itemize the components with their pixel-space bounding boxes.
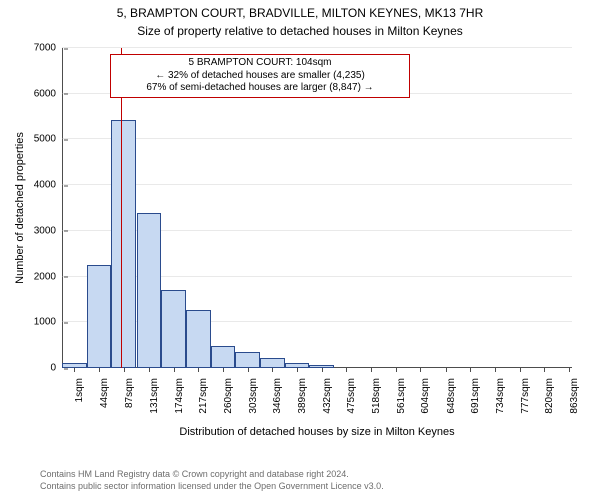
y-tick-label: 3000 xyxy=(34,225,62,236)
y-tick-label: 6000 xyxy=(34,88,62,99)
x-tick-label: 87sqm xyxy=(124,372,135,408)
x-tick-mark xyxy=(248,368,249,372)
x-tick-mark xyxy=(495,368,496,372)
x-tick-label: 777sqm xyxy=(520,372,531,414)
grid-line xyxy=(62,138,572,139)
annotation-box: 5 BRAMPTON COURT: 104sqm ← 32% of detach… xyxy=(110,54,410,98)
x-tick-mark xyxy=(223,368,224,372)
x-tick-label: 260sqm xyxy=(223,372,234,414)
x-tick-mark xyxy=(124,368,125,372)
x-tick-mark xyxy=(74,368,75,372)
x-axis-label: Distribution of detached houses by size … xyxy=(62,426,572,438)
x-tick-label: 1sqm xyxy=(74,372,85,402)
x-tick-mark xyxy=(346,368,347,372)
histogram-bar xyxy=(186,310,211,369)
x-tick-label: 174sqm xyxy=(174,372,185,414)
x-tick-label: 303sqm xyxy=(248,372,259,414)
y-axis-line xyxy=(62,48,63,368)
chart-canvas: 5, BRAMPTON COURT, BRADVILLE, MILTON KEY… xyxy=(0,0,600,500)
x-tick-mark xyxy=(297,368,298,372)
x-tick-mark xyxy=(520,368,521,372)
x-tick-label: 518sqm xyxy=(371,372,382,414)
x-tick-label: 475sqm xyxy=(346,372,357,414)
x-tick-mark xyxy=(272,368,273,372)
x-tick-label: 389sqm xyxy=(297,372,308,414)
histogram-bar xyxy=(111,120,136,368)
y-tick-label: 7000 xyxy=(34,43,62,54)
grid-line xyxy=(62,184,572,185)
x-tick-mark xyxy=(420,368,421,372)
chart-title-line2: Size of property relative to detached ho… xyxy=(0,24,600,38)
x-tick-label: 691sqm xyxy=(470,372,481,414)
histogram-bar xyxy=(87,265,112,368)
x-tick-mark xyxy=(198,368,199,372)
annotation-line: 67% of semi-detached houses are larger (… xyxy=(117,82,403,95)
annotation-line: ← 32% of detached houses are smaller (4,… xyxy=(117,70,403,83)
x-tick-label: 346sqm xyxy=(272,372,283,414)
histogram-bar xyxy=(161,290,186,368)
histogram-bar xyxy=(260,358,285,369)
y-tick-label: 0 xyxy=(50,363,62,374)
x-tick-label: 604sqm xyxy=(420,372,431,414)
x-tick-label: 561sqm xyxy=(396,372,407,414)
histogram-bar xyxy=(137,213,162,368)
footer-line: Contains HM Land Registry data © Crown c… xyxy=(40,468,590,480)
x-tick-mark xyxy=(322,368,323,372)
x-tick-label: 820sqm xyxy=(544,372,555,414)
footer-line: Contains public sector information licen… xyxy=(40,480,590,492)
x-tick-mark xyxy=(446,368,447,372)
x-tick-mark xyxy=(396,368,397,372)
x-tick-label: 217sqm xyxy=(198,372,209,414)
footer-attribution: Contains HM Land Registry data © Crown c… xyxy=(40,468,590,492)
y-tick-label: 5000 xyxy=(34,134,62,145)
x-tick-label: 432sqm xyxy=(322,372,333,414)
y-axis-label: Number of detached properties xyxy=(14,48,26,368)
x-tick-label: 648sqm xyxy=(446,372,457,414)
y-tick-label: 1000 xyxy=(34,317,62,328)
x-tick-label: 131sqm xyxy=(149,372,160,414)
x-tick-mark xyxy=(470,368,471,372)
x-tick-mark xyxy=(569,368,570,372)
grid-line xyxy=(62,47,572,48)
y-tick-label: 4000 xyxy=(34,180,62,191)
y-tick-label: 2000 xyxy=(34,271,62,282)
x-tick-mark xyxy=(149,368,150,372)
chart-title-line1: 5, BRAMPTON COURT, BRADVILLE, MILTON KEY… xyxy=(0,6,600,20)
annotation-line: 5 BRAMPTON COURT: 104sqm xyxy=(117,57,403,70)
x-tick-mark xyxy=(544,368,545,372)
x-tick-mark xyxy=(174,368,175,372)
x-tick-label: 44sqm xyxy=(99,372,110,408)
histogram-bar xyxy=(235,352,260,368)
x-tick-label: 863sqm xyxy=(569,372,580,414)
x-tick-mark xyxy=(99,368,100,372)
histogram-bar xyxy=(211,346,236,368)
x-tick-label: 734sqm xyxy=(495,372,506,414)
x-tick-mark xyxy=(371,368,372,372)
